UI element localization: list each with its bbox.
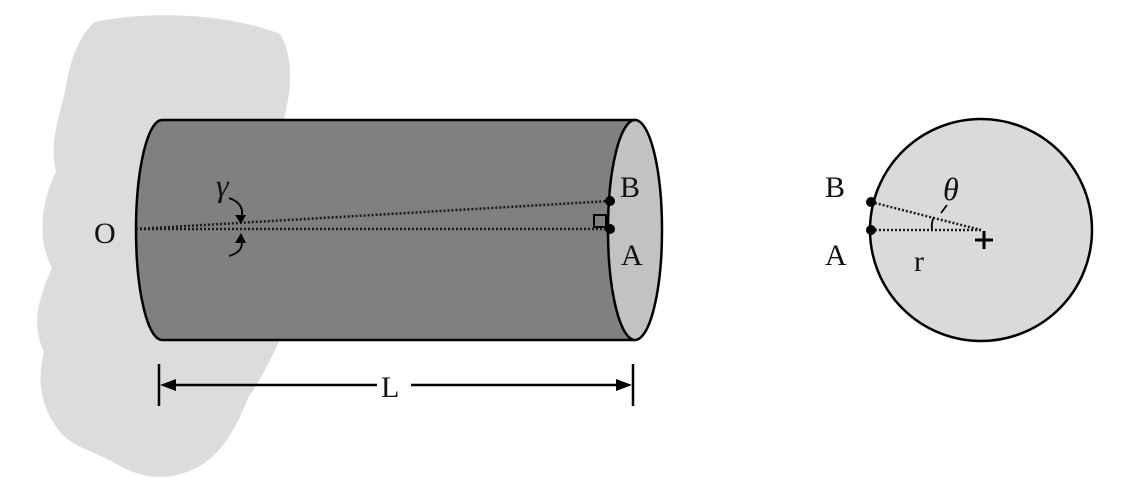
theta-arc [930,216,935,230]
gamma-label: γ [216,167,230,203]
section-point-b-dot [866,197,876,207]
theta-label: θ [943,171,959,207]
section-point-b-label: B [825,171,845,204]
arrowhead-icon [235,215,246,224]
section-point-a-label: A [825,239,847,272]
point-b-dot [605,196,615,206]
right-angle-square-icon [593,214,607,228]
section-point-a-dot [866,225,876,235]
length-label: L [381,371,399,404]
arrowhead-icon [160,379,176,391]
theta-pointer [940,204,948,214]
arrowhead-icon [235,233,246,243]
point-b-label: B [620,171,640,204]
cylinder-end-face [606,118,664,342]
line-o-to-b [135,199,611,231]
center-plus-icon [975,231,993,249]
point-a-dot [605,224,615,234]
origin-label: O [94,217,116,250]
section-line-b [870,200,982,232]
radius-label: r [914,245,924,278]
arrowhead-icon [616,379,632,391]
point-a-label: A [621,239,643,272]
